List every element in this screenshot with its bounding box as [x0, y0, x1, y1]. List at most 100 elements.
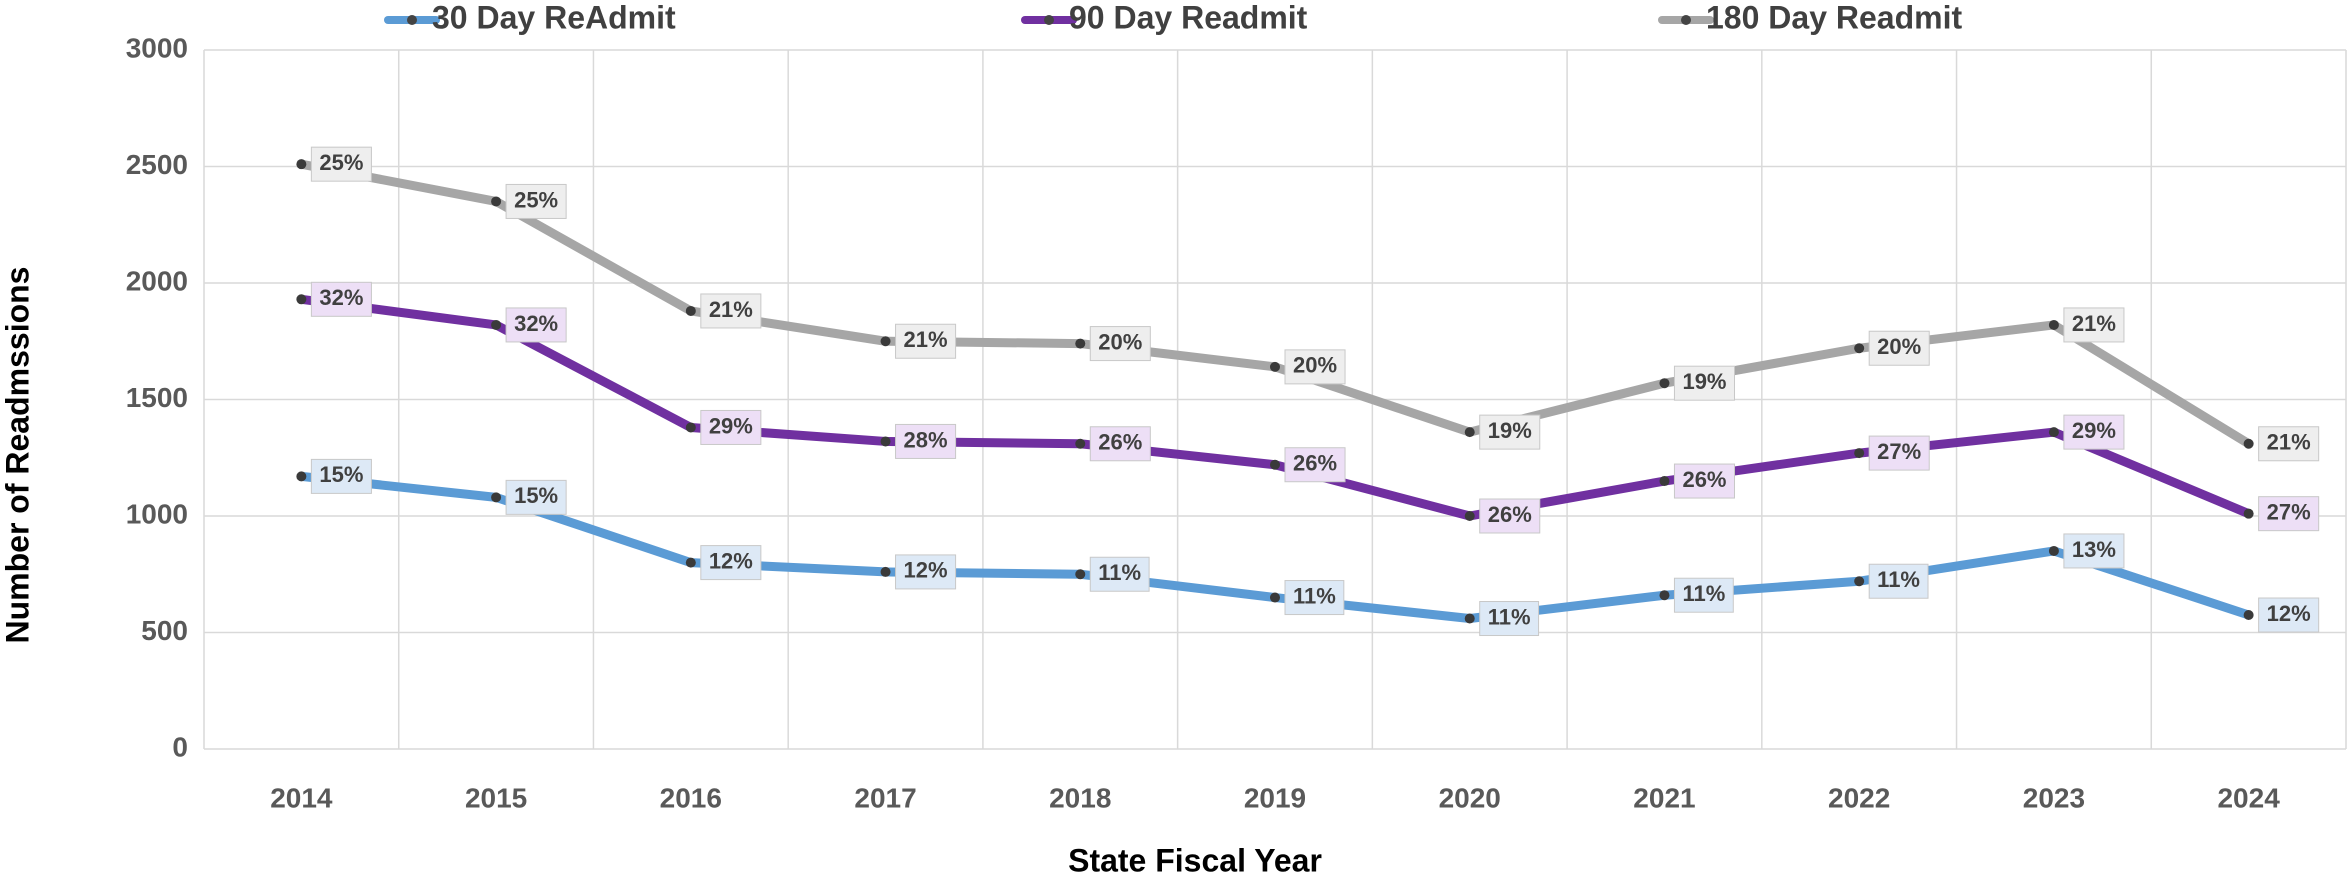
data-label-box: [1479, 601, 1540, 637]
data-label-box: [505, 183, 567, 219]
data-label-box: [1479, 498, 1541, 534]
data-point: [2243, 610, 2254, 621]
data-label-box: [700, 409, 762, 445]
data-point: [1075, 338, 1086, 349]
x-tick-label: 2021: [1633, 782, 1695, 813]
data-label-box: [2258, 496, 2320, 532]
data-label: 15%: [319, 462, 363, 487]
data-point: [685, 422, 696, 433]
data-label-box: [700, 293, 762, 329]
data-label: 28%: [904, 427, 948, 452]
data-point: [491, 492, 502, 503]
data-label: 11%: [1098, 560, 1141, 585]
data-point: [1075, 438, 1086, 449]
data-point: [2048, 545, 2059, 556]
data-label-group: 11%: [1284, 580, 1345, 616]
data-label-box: [1868, 563, 1929, 599]
data-label-group: 32%: [310, 281, 372, 317]
data-label-box: [1673, 577, 1734, 613]
data-label-box: [1868, 330, 1930, 366]
legend-label: 90 Day Readmit: [1069, 0, 1308, 35]
data-label-box: [1089, 426, 1151, 462]
x-tick-label: 2022: [1828, 782, 1890, 813]
data-label-group: 27%: [1868, 435, 1930, 471]
data-label: 19%: [1488, 418, 1532, 443]
data-point: [2048, 427, 2059, 438]
data-label-box: [2063, 414, 2125, 450]
data-point: [880, 336, 891, 347]
data-label: 32%: [514, 311, 558, 336]
data-label: 11%: [1682, 581, 1725, 606]
legend-label: 180 Day Readmit: [1706, 0, 1962, 35]
data-label-group: 27%: [2258, 496, 2320, 532]
data-label-group: 29%: [2063, 414, 2125, 450]
data-label: 11%: [1488, 604, 1531, 629]
data-label-group: 26%: [1089, 426, 1151, 462]
y-tick-label: 2500: [126, 149, 188, 180]
data-point: [685, 305, 696, 316]
data-label-box: [1479, 414, 1541, 450]
x-tick-label: 2015: [465, 782, 527, 813]
data-point: [1854, 343, 1865, 354]
data-point: [1464, 511, 1475, 521]
data-label-group: 21%: [2063, 307, 2125, 343]
data-label: 13%: [2072, 537, 2116, 562]
data-point: [2048, 319, 2059, 330]
y-tick-label: 500: [141, 615, 188, 646]
data-label-box: [895, 554, 957, 590]
data-label-group: 19%: [1673, 365, 1736, 401]
y-tick-label: 0: [172, 731, 188, 762]
y-tick-label: 2000: [126, 265, 188, 296]
legend-label: 30 Day ReAdmit: [432, 0, 676, 35]
data-label: 21%: [2267, 430, 2311, 455]
x-axis-title: State Fiscal Year: [1068, 842, 1322, 878]
data-label: 32%: [319, 285, 363, 310]
y-axis-title: Number of Readmssions: [0, 267, 35, 644]
data-point: [1075, 569, 1086, 580]
x-tick-label: 2016: [660, 782, 722, 813]
x-tick-label: 2024: [2217, 782, 2280, 813]
y-tick-label: 3000: [126, 32, 188, 63]
data-label: 12%: [709, 548, 753, 573]
data-label-group: 20%: [1284, 349, 1346, 385]
data-label: 29%: [2072, 418, 2116, 443]
data-label-group: 11%: [1089, 556, 1150, 592]
data-label-box: [310, 281, 372, 317]
x-tick-label: 2014: [270, 782, 333, 813]
data-label-box: [895, 423, 957, 459]
data-point: [491, 319, 502, 330]
data-label-group: 12%: [2258, 597, 2320, 633]
data-label-group: 26%: [1479, 498, 1541, 534]
legend-marker: [1044, 15, 1054, 25]
data-label: 27%: [2267, 499, 2311, 524]
data-label: 27%: [1877, 439, 1921, 464]
data-point: [1270, 459, 1280, 470]
data-label: 11%: [1293, 583, 1336, 608]
data-label-group: 28%: [895, 423, 957, 459]
data-point: [1270, 361, 1280, 372]
data-label: 25%: [514, 187, 558, 212]
data-label-group: 20%: [1868, 330, 1930, 366]
data-label-box: [1284, 349, 1346, 385]
data-label-group: 21%: [895, 323, 957, 359]
data-point: [491, 196, 502, 207]
data-label: 26%: [1293, 451, 1337, 476]
data-label: 25%: [319, 150, 363, 175]
legend-marker: [1681, 15, 1691, 25]
data-label-box: [1673, 463, 1736, 499]
data-label-box: [1284, 580, 1345, 616]
data-label: 26%: [1098, 430, 1142, 455]
data-label-box: [310, 146, 372, 182]
data-point: [296, 159, 307, 170]
data-point: [296, 471, 307, 482]
data-point: [2243, 438, 2254, 449]
x-tick-label: 2020: [1439, 782, 1501, 813]
data-label-group: 12%: [895, 554, 957, 590]
data-point: [1659, 590, 1670, 601]
data-label: 21%: [2072, 311, 2116, 336]
data-label-box: [505, 479, 567, 515]
data-label-group: 19%: [1479, 414, 1541, 450]
data-label-box: [2063, 307, 2125, 343]
data-label-group: 11%: [1673, 577, 1734, 613]
